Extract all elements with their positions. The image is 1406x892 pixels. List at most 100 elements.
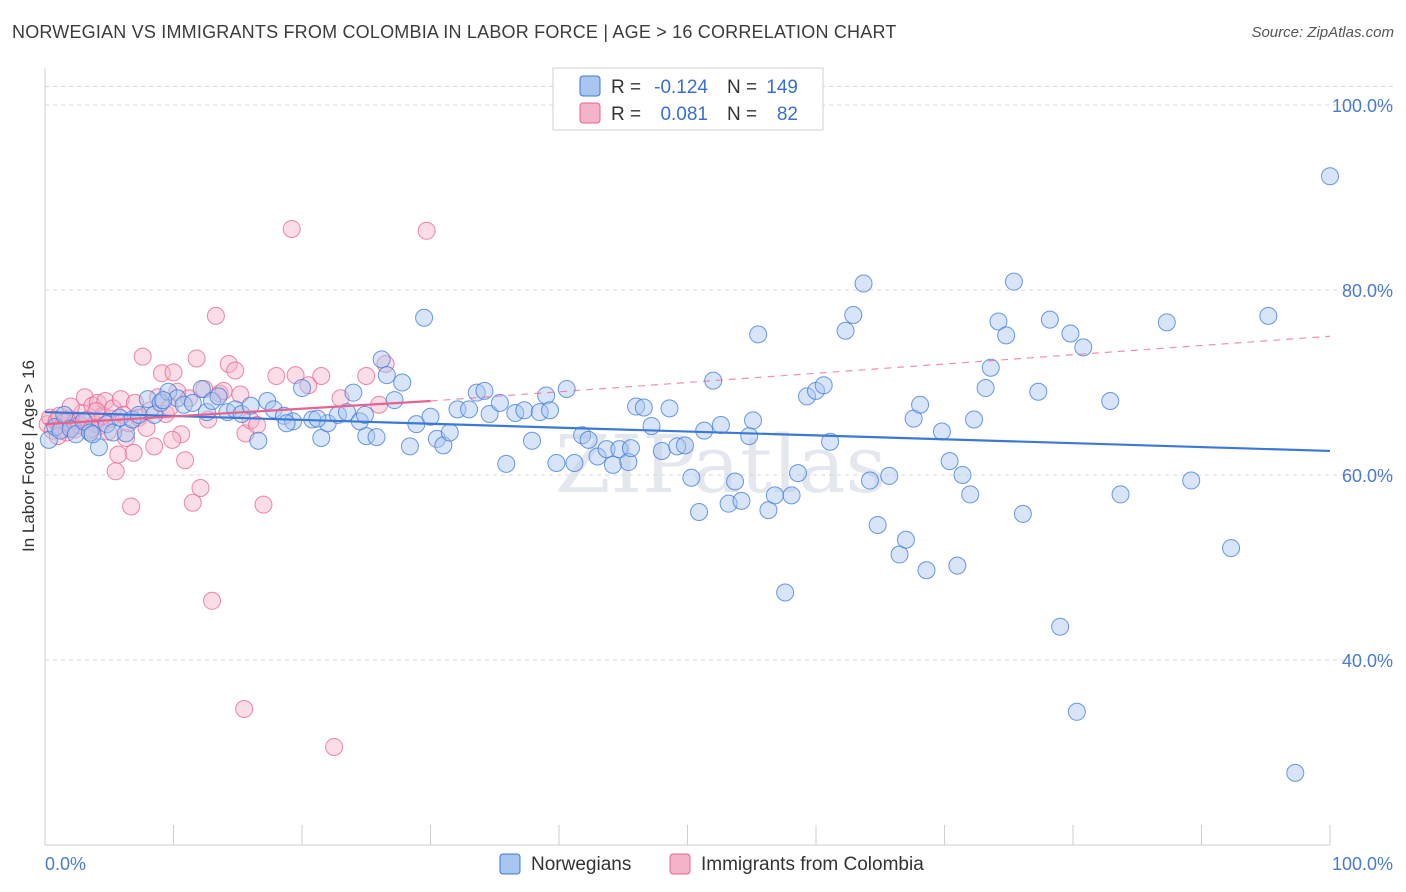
scatter-point <box>440 423 459 442</box>
scatter-point <box>308 409 327 428</box>
scatter-point <box>293 379 311 398</box>
chart-source: Source: ZipAtlas.com <box>1251 24 1394 41</box>
scatter-point <box>711 416 730 435</box>
legend-swatch-pink <box>579 102 601 124</box>
y-tick-label: 80.0% <box>1342 281 1393 301</box>
scatter-point <box>515 401 534 420</box>
scatter-point <box>1051 617 1070 636</box>
y-tick-label: 40.0% <box>1342 651 1393 671</box>
scatter-point <box>704 371 723 390</box>
scatter-point <box>682 468 701 487</box>
scatter-point <box>557 379 576 398</box>
legend-n-value-2: 82 <box>777 104 798 125</box>
scatter-point <box>282 219 301 238</box>
trend-line-norwegians <box>44 411 1331 453</box>
scatter-point <box>254 495 273 514</box>
scatter-point <box>814 376 833 395</box>
scatter-point <box>214 381 233 400</box>
bottom-legend-swatch-colombia <box>669 853 691 875</box>
scatter-point <box>133 347 152 366</box>
x-tick-label-min: 0.0% <box>45 854 86 874</box>
scatter-point <box>203 392 222 410</box>
scatter-point <box>154 391 173 410</box>
scatter-point <box>176 451 195 470</box>
scatter-point <box>1013 504 1032 523</box>
scatter-point <box>1111 485 1130 504</box>
scatter-point <box>976 379 995 398</box>
axes <box>44 68 1331 846</box>
trend-line-colombia-extended <box>430 335 1331 402</box>
scatter-point <box>953 466 972 484</box>
scatter-point <box>541 401 560 420</box>
scatter-point <box>421 407 440 426</box>
scatter-point <box>377 366 396 385</box>
scatter-point <box>192 379 211 398</box>
scatter-point <box>480 404 499 423</box>
trend-lines <box>44 335 1331 453</box>
scatter-point <box>940 452 959 471</box>
scatter-point <box>1286 763 1305 782</box>
scatter-point <box>241 396 260 415</box>
scatter-point <box>372 350 391 369</box>
scatter-point <box>911 395 930 414</box>
scatter-point <box>621 439 640 458</box>
scatter-point <box>782 486 801 505</box>
scatter-point <box>619 453 638 472</box>
bottom-legend-label-colombia: Immigrants from Colombia <box>701 854 924 875</box>
scatter-point <box>948 556 967 575</box>
scatter-point <box>749 325 768 344</box>
scatter-point <box>675 436 694 455</box>
y-tick-labels: 40.0% 60.0% 80.0% 100.0% <box>1332 96 1393 671</box>
scatter-point <box>415 308 434 327</box>
bottom-legend: Norwegians Immigrants from Colombia <box>499 853 924 875</box>
scatter-point <box>183 493 202 512</box>
legend-box: R = -0.124 N = 149 R = 0.081 N = 82 <box>552 67 824 131</box>
scatter-point <box>579 430 598 449</box>
scatter-point <box>1222 539 1241 558</box>
scatter-point <box>96 392 115 410</box>
scatter-point <box>588 447 607 466</box>
scatter-point <box>111 390 130 409</box>
scatter-point <box>765 486 784 505</box>
scatter-point <box>367 428 386 447</box>
scatter-point <box>187 349 206 368</box>
scatter-point <box>1061 324 1080 343</box>
scatter-point <box>87 402 106 421</box>
scatter-point <box>235 700 254 719</box>
scatter-point <box>695 421 714 440</box>
scatter-point <box>163 430 182 449</box>
x-tick-labels: 0.0% 100.0% <box>45 854 1393 874</box>
scatter-point <box>597 440 616 459</box>
legend-n-label-1: N = <box>727 77 757 98</box>
scatter-point <box>267 367 286 386</box>
scatter-point <box>537 386 556 405</box>
chart-title: NORWEGIAN VS IMMIGRANTS FROM COLOMBIA IN… <box>12 22 897 42</box>
scatter-point <box>475 381 494 400</box>
scatter-point <box>80 423 99 442</box>
x-tick-label-max: 100.0% <box>1332 854 1393 874</box>
scatter-point <box>172 425 191 444</box>
scatter-point <box>1074 338 1093 357</box>
scatter-point <box>981 358 1000 377</box>
scatter-point <box>603 455 622 474</box>
legend-r-label-2: R = <box>611 104 641 125</box>
scatter-point <box>122 497 141 516</box>
scatter-point <box>109 445 128 464</box>
y-tick-label: 60.0% <box>1342 466 1393 486</box>
scatter-point <box>740 427 759 446</box>
scatter-point <box>989 312 1008 331</box>
legend-r-value-1: -0.124 <box>654 77 708 98</box>
legend-n-label-2: N = <box>727 104 757 125</box>
scatter-point <box>164 363 183 382</box>
legend-n-value-1: 149 <box>766 77 798 98</box>
scatter-point <box>1004 272 1023 291</box>
legend-r-value-2: 0.081 <box>660 104 708 125</box>
scatter-point <box>1182 471 1201 490</box>
scatter-point <box>460 400 479 419</box>
scatter-point <box>497 454 516 473</box>
scatter-point <box>417 221 436 240</box>
scatter-point <box>226 361 245 380</box>
scatter-point <box>219 355 238 373</box>
scatter-point <box>1067 702 1086 721</box>
scatter-point <box>690 503 709 521</box>
